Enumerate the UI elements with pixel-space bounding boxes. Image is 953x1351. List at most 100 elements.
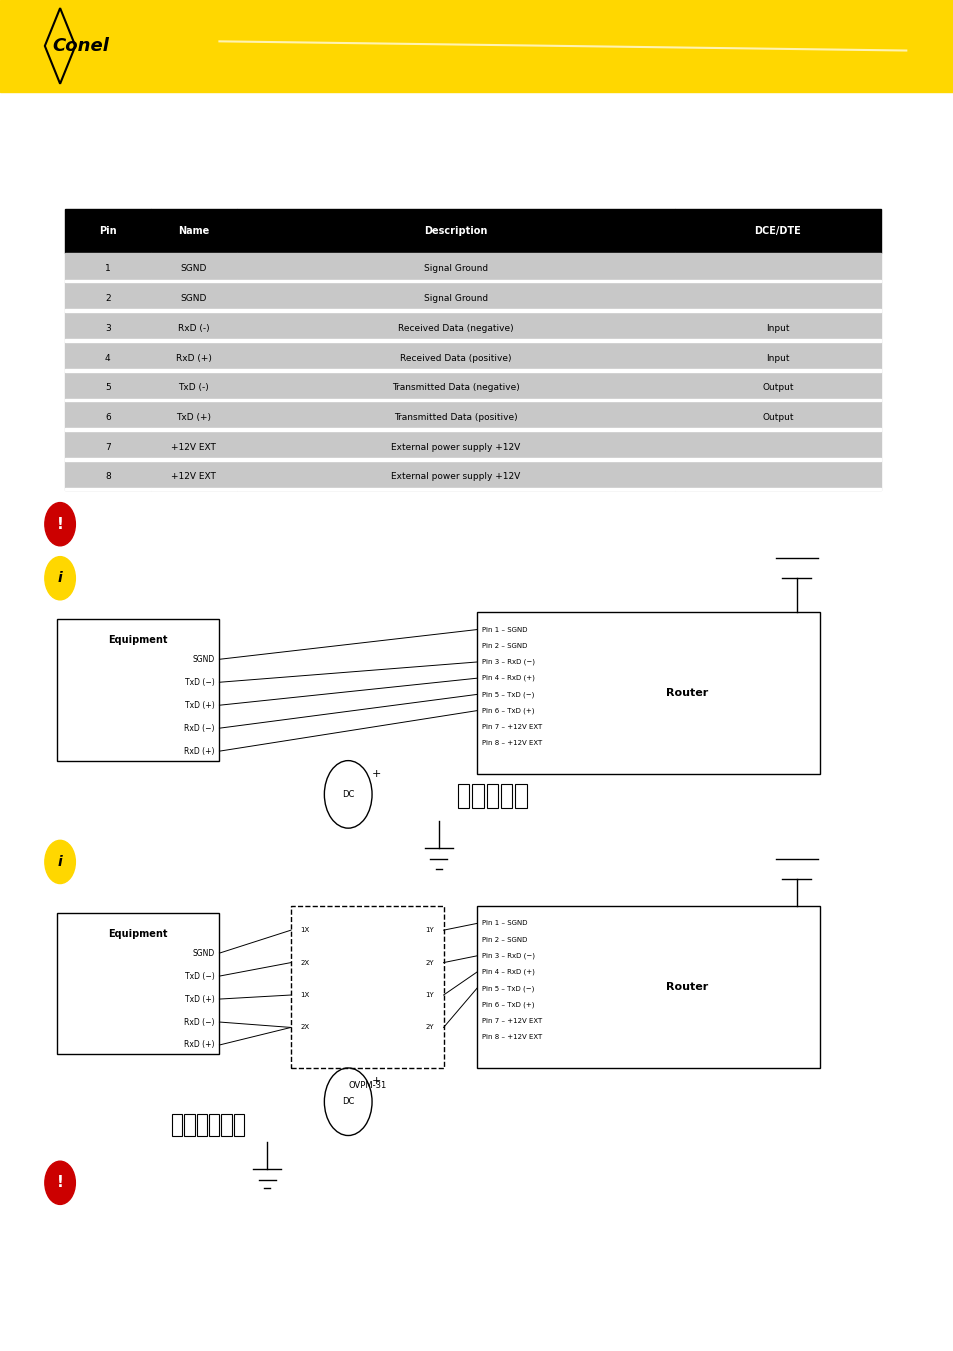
Text: DC: DC bbox=[342, 1097, 354, 1106]
Text: Pin 7 – +12V EXT: Pin 7 – +12V EXT bbox=[481, 724, 541, 730]
Bar bbox=[476, 905, 820, 1067]
Circle shape bbox=[45, 557, 75, 600]
Text: +12V EXT: +12V EXT bbox=[171, 473, 216, 481]
Text: 1: 1 bbox=[105, 265, 111, 273]
Text: RxD (−): RxD (−) bbox=[184, 1017, 214, 1027]
Text: External power supply +12V: External power supply +12V bbox=[391, 443, 520, 451]
Text: DC: DC bbox=[342, 790, 354, 798]
Text: Pin 4 – RxD (+): Pin 4 – RxD (+) bbox=[481, 676, 534, 681]
Bar bbox=[236, 488, 675, 490]
Bar bbox=[184, 1113, 194, 1135]
Bar bbox=[500, 784, 512, 808]
Bar bbox=[675, 428, 880, 431]
Bar bbox=[236, 280, 675, 282]
Bar bbox=[236, 431, 675, 461]
Bar bbox=[65, 458, 151, 461]
Bar bbox=[236, 461, 675, 490]
Text: SGND: SGND bbox=[180, 295, 207, 303]
Text: Equipment: Equipment bbox=[109, 929, 168, 939]
Text: 2X: 2X bbox=[300, 1024, 310, 1031]
Circle shape bbox=[45, 1161, 75, 1205]
Bar bbox=[236, 458, 675, 461]
Text: Pin 2 – SGND: Pin 2 – SGND bbox=[481, 936, 527, 943]
Text: Pin 5 – TxD (−): Pin 5 – TxD (−) bbox=[481, 692, 534, 697]
Text: RxD (+): RxD (+) bbox=[175, 354, 212, 362]
Bar bbox=[151, 280, 236, 282]
Bar bbox=[151, 399, 236, 401]
Text: Name: Name bbox=[178, 226, 209, 236]
Text: +: + bbox=[372, 1077, 381, 1086]
Text: 4: 4 bbox=[105, 354, 111, 362]
Bar bbox=[65, 253, 151, 282]
Text: Pin 8 – +12V EXT: Pin 8 – +12V EXT bbox=[481, 740, 541, 746]
Bar bbox=[151, 209, 236, 253]
Text: TxD (+): TxD (+) bbox=[185, 994, 214, 1004]
Bar bbox=[236, 253, 675, 282]
Text: RxD (−): RxD (−) bbox=[184, 724, 214, 732]
Bar bbox=[65, 209, 151, 253]
Bar bbox=[65, 282, 151, 312]
Text: Pin: Pin bbox=[99, 226, 116, 236]
Text: Pin 4 – RxD (+): Pin 4 – RxD (+) bbox=[481, 969, 534, 975]
Bar bbox=[675, 488, 880, 490]
Bar bbox=[236, 309, 675, 312]
Text: Pin 3 – RxD (−): Pin 3 – RxD (−) bbox=[481, 659, 535, 665]
Bar bbox=[486, 784, 497, 808]
Bar bbox=[675, 209, 880, 253]
Bar bbox=[65, 401, 151, 431]
Text: 2: 2 bbox=[105, 295, 111, 303]
Bar bbox=[0, 0, 953, 92]
Bar bbox=[65, 339, 151, 342]
Bar bbox=[151, 369, 236, 372]
Text: Received Data (negative): Received Data (negative) bbox=[397, 324, 514, 332]
Bar bbox=[675, 401, 880, 431]
Bar bbox=[151, 339, 236, 342]
Bar bbox=[236, 209, 675, 253]
Text: Pin 7 – +12V EXT: Pin 7 – +12V EXT bbox=[481, 1017, 541, 1024]
Bar bbox=[172, 1113, 182, 1135]
Circle shape bbox=[45, 840, 75, 884]
Bar bbox=[476, 612, 820, 774]
Text: +12V EXT: +12V EXT bbox=[171, 443, 216, 451]
Text: RxD (+): RxD (+) bbox=[184, 1040, 214, 1050]
Text: TxD (−): TxD (−) bbox=[185, 971, 214, 981]
Text: Equipment: Equipment bbox=[109, 635, 168, 644]
Text: 2X: 2X bbox=[300, 959, 310, 966]
Text: Output: Output bbox=[761, 413, 793, 422]
Bar bbox=[65, 399, 151, 401]
Bar bbox=[675, 312, 880, 342]
Bar bbox=[236, 369, 675, 372]
Bar bbox=[151, 312, 236, 342]
Text: 1X: 1X bbox=[300, 992, 310, 998]
Text: Pin 3 – RxD (−): Pin 3 – RxD (−) bbox=[481, 952, 535, 959]
Text: 2Y: 2Y bbox=[425, 1024, 434, 1031]
Bar bbox=[675, 372, 880, 401]
Text: TxD (+): TxD (+) bbox=[185, 701, 214, 709]
Text: 5: 5 bbox=[105, 384, 111, 392]
Bar bbox=[675, 280, 880, 282]
Bar bbox=[65, 431, 151, 461]
Bar bbox=[57, 619, 219, 761]
Bar bbox=[65, 461, 151, 490]
Bar bbox=[65, 309, 151, 312]
Text: 1Y: 1Y bbox=[425, 927, 434, 934]
Text: 2Y: 2Y bbox=[425, 959, 434, 966]
Text: Signal Ground: Signal Ground bbox=[423, 265, 488, 273]
Text: i: i bbox=[58, 855, 62, 869]
Text: Transmitted Data (negative): Transmitted Data (negative) bbox=[392, 384, 519, 392]
Text: Pin 1 – SGND: Pin 1 – SGND bbox=[481, 627, 527, 632]
Bar bbox=[675, 342, 880, 372]
Bar bbox=[291, 905, 443, 1067]
Text: Received Data (positive): Received Data (positive) bbox=[400, 354, 511, 362]
Text: RxD (+): RxD (+) bbox=[184, 747, 214, 755]
Text: SGND: SGND bbox=[193, 948, 214, 958]
Bar bbox=[236, 342, 675, 372]
Bar bbox=[151, 458, 236, 461]
Bar bbox=[236, 282, 675, 312]
Text: External power supply +12V: External power supply +12V bbox=[391, 473, 520, 481]
Bar bbox=[151, 461, 236, 490]
Text: i: i bbox=[58, 571, 62, 585]
Bar bbox=[515, 784, 526, 808]
Bar bbox=[472, 784, 483, 808]
Text: TxD (−): TxD (−) bbox=[185, 678, 214, 686]
